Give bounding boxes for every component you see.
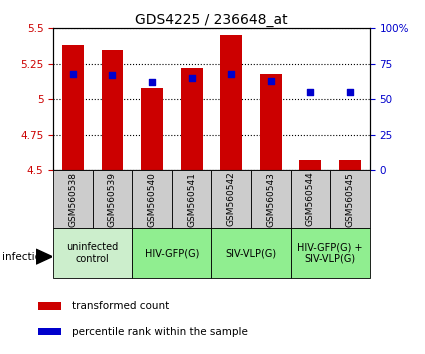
Text: GSM560541: GSM560541 (187, 172, 196, 227)
Text: HIV-GFP(G) +
SIV-VLP(G): HIV-GFP(G) + SIV-VLP(G) (298, 242, 363, 264)
Text: percentile rank within the sample: percentile rank within the sample (72, 327, 248, 337)
Text: GSM560538: GSM560538 (68, 172, 77, 227)
Bar (102, 50, 123, 170)
Bar (251, 170, 291, 228)
Bar (93, 170, 132, 228)
Text: HIV-GFP(G): HIV-GFP(G) (144, 248, 199, 258)
Point (267, 78, 274, 84)
Point (70, 71, 76, 76)
Bar (220, 35, 242, 170)
Text: SIV-VLP(G): SIV-VLP(G) (225, 248, 277, 258)
Bar (291, 228, 370, 278)
Point (149, 79, 156, 85)
Bar (172, 170, 211, 228)
Bar (211, 170, 251, 228)
Text: GSM560545: GSM560545 (346, 172, 354, 227)
Polygon shape (36, 249, 52, 264)
Bar (181, 68, 203, 170)
Point (346, 89, 353, 95)
Title: GDS4225 / 236648_at: GDS4225 / 236648_at (135, 13, 288, 27)
Text: uninfected
control: uninfected control (67, 242, 119, 264)
Text: transformed count: transformed count (72, 301, 170, 311)
Bar (132, 228, 211, 278)
Bar (132, 170, 172, 228)
Bar (291, 170, 330, 228)
Text: GSM560543: GSM560543 (266, 172, 275, 227)
Point (228, 71, 235, 76)
Bar (260, 74, 282, 170)
Bar (38, 328, 61, 336)
Bar (53, 170, 93, 228)
Text: GSM560540: GSM560540 (147, 172, 156, 227)
Bar (62, 45, 84, 170)
Bar (339, 160, 361, 170)
Bar (300, 160, 321, 170)
Bar (38, 302, 61, 310)
Point (188, 75, 195, 81)
Text: infection: infection (2, 252, 48, 262)
Bar (141, 88, 163, 170)
Bar (330, 170, 370, 228)
Text: GSM560539: GSM560539 (108, 172, 117, 227)
Bar (211, 228, 291, 278)
Point (307, 89, 314, 95)
Text: GSM560544: GSM560544 (306, 172, 315, 227)
Bar (53, 228, 132, 278)
Point (109, 72, 116, 78)
Text: GSM560542: GSM560542 (227, 172, 236, 227)
